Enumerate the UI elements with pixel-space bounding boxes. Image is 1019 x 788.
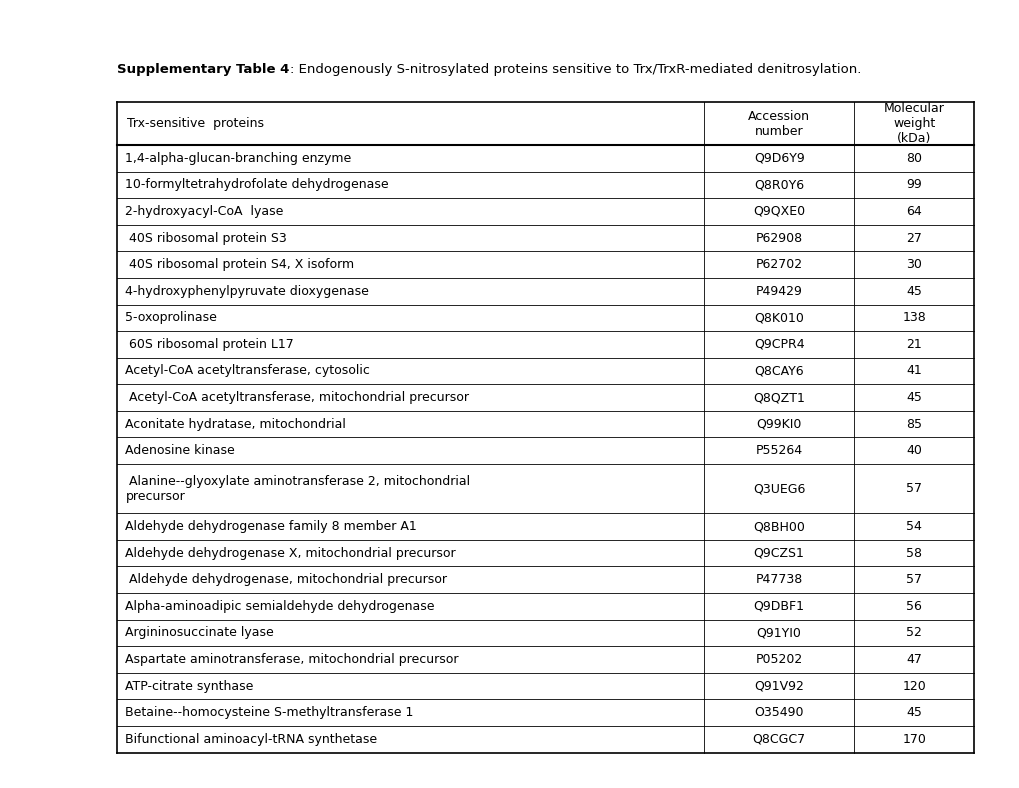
Text: Q8CAY6: Q8CAY6: [754, 365, 803, 377]
Text: Q91V92: Q91V92: [753, 679, 803, 693]
Text: Q8BH00: Q8BH00: [752, 520, 804, 533]
Text: 54: 54: [905, 520, 921, 533]
Text: 170: 170: [901, 733, 925, 745]
Text: Aspartate aminotransferase, mitochondrial precursor: Aspartate aminotransferase, mitochondria…: [125, 653, 459, 666]
Text: 10-formyltetrahydrofolate dehydrogenase: 10-formyltetrahydrofolate dehydrogenase: [125, 178, 388, 191]
Text: 64: 64: [905, 205, 921, 218]
Text: 85: 85: [905, 418, 921, 431]
Text: Aconitate hydratase, mitochondrial: Aconitate hydratase, mitochondrial: [125, 418, 346, 431]
Text: 4-hydroxyphenylpyruvate dioxygenase: 4-hydroxyphenylpyruvate dioxygenase: [125, 284, 369, 298]
Text: 120: 120: [902, 679, 925, 693]
Text: Acetyl-CoA acetyltransferase, mitochondrial precursor: Acetyl-CoA acetyltransferase, mitochondr…: [125, 391, 469, 404]
Text: 2-hydroxyacyl-CoA  lyase: 2-hydroxyacyl-CoA lyase: [125, 205, 283, 218]
Text: Betaine--homocysteine S-methyltransferase 1: Betaine--homocysteine S-methyltransferas…: [125, 706, 414, 719]
Text: 99: 99: [905, 178, 921, 191]
Text: 45: 45: [905, 284, 921, 298]
Text: Bifunctional aminoacyl-tRNA synthetase: Bifunctional aminoacyl-tRNA synthetase: [125, 733, 377, 745]
Text: 56: 56: [905, 600, 921, 613]
Text: 40: 40: [905, 444, 921, 457]
Text: 40S ribosomal protein S3: 40S ribosomal protein S3: [125, 232, 287, 244]
Text: 52: 52: [905, 626, 921, 639]
Text: 58: 58: [905, 547, 921, 559]
Text: Q8K010: Q8K010: [753, 311, 803, 325]
Text: Q9D6Y9: Q9D6Y9: [753, 152, 804, 165]
Text: 40S ribosomal protein S4, X isoform: 40S ribosomal protein S4, X isoform: [125, 258, 355, 271]
Text: Q8R0Y6: Q8R0Y6: [753, 178, 803, 191]
Text: Q9CPR4: Q9CPR4: [753, 338, 804, 351]
Text: Adenosine kinase: Adenosine kinase: [125, 444, 235, 457]
Text: 27: 27: [905, 232, 921, 244]
Text: Acetyl-CoA acetyltransferase, cytosolic: Acetyl-CoA acetyltransferase, cytosolic: [125, 365, 370, 377]
Text: P62908: P62908: [755, 232, 802, 244]
Text: Q8CGC7: Q8CGC7: [752, 733, 805, 745]
Text: Alanine--glyoxylate aminotransferase 2, mitochondrial
precursor: Alanine--glyoxylate aminotransferase 2, …: [125, 474, 470, 503]
Text: Q99KI0: Q99KI0: [756, 418, 801, 431]
Text: Q9CZS1: Q9CZS1: [753, 547, 804, 559]
Text: Q3UEG6: Q3UEG6: [752, 482, 805, 495]
Text: 47: 47: [905, 653, 921, 666]
Text: O35490: O35490: [754, 706, 803, 719]
Text: 21: 21: [905, 338, 921, 351]
Text: Aldehyde dehydrogenase, mitochondrial precursor: Aldehyde dehydrogenase, mitochondrial pr…: [125, 573, 447, 586]
Text: 41: 41: [905, 365, 921, 377]
Text: 57: 57: [905, 573, 921, 586]
Text: P49429: P49429: [755, 284, 802, 298]
Text: : Endogenously S-nitrosylated proteins sensitive to Trx/TrxR-mediated denitrosyl: : Endogenously S-nitrosylated proteins s…: [289, 63, 860, 76]
Text: Alpha-aminoadipic semialdehyde dehydrogenase: Alpha-aminoadipic semialdehyde dehydroge…: [125, 600, 434, 613]
Text: Q9QXE0: Q9QXE0: [752, 205, 804, 218]
Text: Aldehyde dehydrogenase family 8 member A1: Aldehyde dehydrogenase family 8 member A…: [125, 520, 417, 533]
Text: Accession
number: Accession number: [748, 110, 809, 138]
Text: Molecular
weight
(kDa): Molecular weight (kDa): [882, 102, 944, 145]
Text: 45: 45: [905, 706, 921, 719]
Text: 30: 30: [905, 258, 921, 271]
Text: P47738: P47738: [755, 573, 802, 586]
Text: P62702: P62702: [755, 258, 802, 271]
Text: ATP-citrate synthase: ATP-citrate synthase: [125, 679, 254, 693]
Text: 45: 45: [905, 391, 921, 404]
Text: 1,4-alpha-glucan-branching enzyme: 1,4-alpha-glucan-branching enzyme: [125, 152, 352, 165]
Text: P05202: P05202: [755, 653, 802, 666]
Text: P55264: P55264: [755, 444, 802, 457]
Text: 80: 80: [905, 152, 921, 165]
Text: 138: 138: [902, 311, 925, 325]
Text: 5-oxoprolinase: 5-oxoprolinase: [125, 311, 217, 325]
Text: 57: 57: [905, 482, 921, 495]
Text: Supplementary Table 4: Supplementary Table 4: [117, 63, 289, 76]
Text: Trx-sensitive  proteins: Trx-sensitive proteins: [127, 117, 264, 130]
Text: Q9DBF1: Q9DBF1: [753, 600, 804, 613]
Text: 60S ribosomal protein L17: 60S ribosomal protein L17: [125, 338, 293, 351]
Text: Aldehyde dehydrogenase X, mitochondrial precursor: Aldehyde dehydrogenase X, mitochondrial …: [125, 547, 455, 559]
Text: Argininosuccinate lyase: Argininosuccinate lyase: [125, 626, 274, 639]
Text: Q8QZT1: Q8QZT1: [752, 391, 804, 404]
Text: Q91YI0: Q91YI0: [756, 626, 801, 639]
